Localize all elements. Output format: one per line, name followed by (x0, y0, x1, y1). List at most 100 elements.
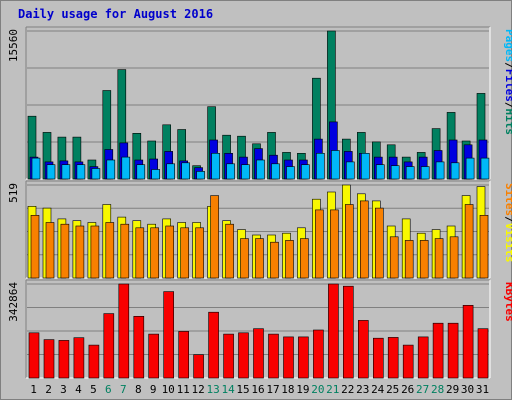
bar-kbytes-day-19 (298, 336, 309, 379)
bar-sites-day-30 (464, 204, 474, 279)
bar-sites-day-31 (479, 215, 489, 279)
bar-kbytes-day-21 (328, 283, 339, 379)
bar-pages-day-4 (76, 164, 86, 180)
bar-pages-day-28 (435, 161, 445, 180)
x-tick-label-day-16: 16 (251, 383, 264, 396)
x-tick-label-day-10: 10 (162, 383, 175, 396)
bar-kbytes-day-7 (118, 283, 130, 379)
x-tick-label-day-28: 28 (431, 383, 444, 396)
bar-sites-day-18 (285, 240, 294, 279)
x-tick-label-day-4: 4 (75, 383, 82, 396)
series-label-part: Files (503, 69, 512, 102)
x-tick-label-day-22: 22 (341, 383, 354, 396)
series-label-part: / (503, 102, 512, 109)
x-tick-label-day-18: 18 (281, 383, 294, 396)
bar-pages-day-13 (211, 153, 220, 180)
series-label-part: KBytes (503, 282, 512, 322)
x-tick-label-day-15: 15 (236, 383, 249, 396)
bar-kbytes-day-25 (387, 337, 399, 379)
bar-pages-day-5 (91, 168, 101, 180)
bar-pages-day-26 (405, 166, 415, 180)
bar-sites-day-12 (195, 227, 204, 279)
bar-sites-day-19 (300, 238, 309, 279)
x-tick-label-day-8: 8 (135, 383, 142, 396)
bar-sites-day-3 (60, 223, 70, 279)
bar-pages-day-15 (241, 164, 250, 180)
bar-kbytes-day-24 (372, 337, 384, 379)
bar-kbytes-day-5 (88, 344, 100, 379)
bar-kbytes-day-8 (133, 315, 145, 379)
panel-series-label: KBytes (503, 282, 512, 322)
bar-sites-day-4 (75, 225, 85, 279)
bar-sites-day-11 (180, 227, 189, 279)
panel-series-label: Pages/Files/Hits (503, 29, 512, 135)
bar-pages-day-14 (226, 163, 235, 180)
bar-sites-day-21 (330, 209, 339, 279)
series-label-part: / (503, 216, 512, 223)
bar-pages-day-17 (271, 163, 280, 180)
x-tick-label-day-24: 24 (371, 383, 385, 396)
series-label-part: Visits (503, 223, 512, 263)
panel-kbytes: 342864 KBytes (7, 279, 512, 379)
panel-visits-sites: 519 Sites/Visits (7, 180, 512, 279)
bar-pages-day-2 (46, 164, 56, 180)
bar-sites-day-28 (434, 238, 444, 279)
series-label-part: / (503, 62, 512, 69)
bar-kbytes-day-15 (238, 332, 249, 379)
bar-sites-day-26 (404, 240, 414, 279)
bar-pages-day-22 (345, 161, 355, 180)
panel-ymax-label: 342864 (7, 282, 20, 322)
bar-kbytes-day-6 (103, 313, 115, 379)
bar-kbytes-day-2 (43, 339, 55, 379)
bar-sites-day-29 (449, 236, 459, 279)
bar-pages-day-8 (136, 164, 146, 180)
bar-kbytes-day-31 (477, 328, 489, 379)
bar-sites-day-16 (255, 238, 264, 279)
bar-pages-day-30 (465, 157, 475, 180)
bar-sites-day-22 (344, 204, 354, 279)
bar-kbytes-day-17 (268, 333, 279, 379)
x-tick-label-day-31: 31 (476, 383, 489, 396)
panel-series-label: Sites/Visits (503, 183, 512, 263)
bar-kbytes-day-22 (342, 285, 354, 379)
bar-kbytes-day-3 (58, 340, 70, 379)
bar-kbytes-day-28 (432, 322, 444, 379)
x-axis-day-labels: 1 2 3 4 5 6 7 8 9 10 11 12 13 14 15 16 17 18 19 20 21 22 23 24 2… (30, 383, 489, 396)
bar-sites-day-5 (90, 225, 100, 279)
bar-kbytes-day-12 (193, 354, 204, 379)
bar-pages-day-21 (331, 150, 340, 180)
bar-sites-day-7 (120, 223, 130, 279)
bar-kbytes-day-20 (313, 329, 324, 379)
bar-pages-day-3 (61, 164, 71, 180)
x-tick-label-day-30: 30 (461, 383, 474, 396)
x-tick-label-day-3: 3 (60, 383, 67, 396)
bar-pages-day-6 (106, 159, 116, 180)
x-tick-label-day-7: 7 (120, 383, 127, 396)
bar-kbytes-day-10 (163, 291, 174, 379)
x-tick-label-day-20: 20 (311, 383, 324, 396)
bar-sites-day-25 (389, 236, 399, 279)
bar-pages-day-20 (316, 153, 325, 180)
bar-pages-day-27 (420, 166, 430, 180)
bar-kbytes-day-27 (417, 336, 429, 379)
bar-sites-day-23 (359, 200, 369, 279)
bar-sites-day-2 (45, 222, 55, 279)
bar-kbytes-day-11 (178, 331, 189, 379)
bar-kbytes-day-9 (148, 333, 159, 379)
bar-kbytes-day-16 (253, 328, 264, 379)
chart-title: Daily usage for August 2016 (18, 7, 213, 21)
bar-sites-day-1 (30, 215, 40, 279)
bar-pages-day-10 (166, 163, 175, 180)
bar-pages-day-1 (31, 157, 41, 180)
bar-pages-day-7 (121, 156, 131, 180)
chart-panels: 15560Pages/Files/Hits519Sites/Visits3428… (7, 26, 512, 379)
bar-sites-day-27 (419, 240, 429, 279)
bar-pages-day-25 (390, 165, 400, 180)
bar-pages-day-12 (196, 171, 205, 180)
bar-kbytes-day-23 (357, 320, 369, 379)
bar-pages-day-31 (480, 157, 490, 180)
panel-ymax-label: 519 (7, 183, 20, 203)
x-tick-label-day-26: 26 (401, 383, 414, 396)
x-tick-label-day-11: 11 (177, 383, 190, 396)
x-tick-label-day-9: 9 (150, 383, 157, 396)
